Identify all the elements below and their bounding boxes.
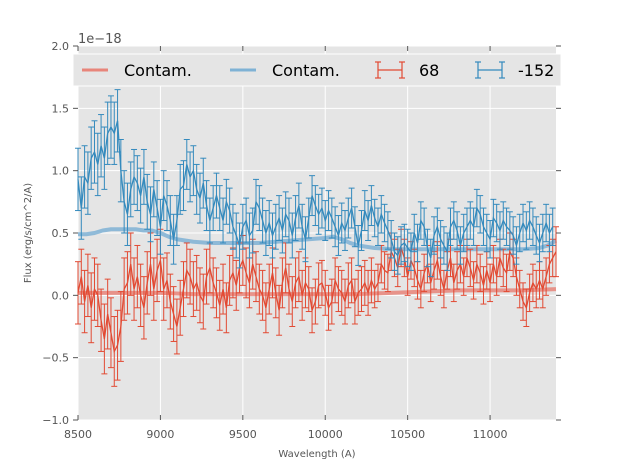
x-tick-label: 10000: [308, 428, 343, 441]
x-tick-label: 9500: [229, 428, 257, 441]
legend-label-contam-red: Contam.: [124, 61, 192, 80]
x-tick-label: 10500: [390, 428, 425, 441]
y-tick-label: 1.5: [52, 102, 70, 115]
x-tick-label: 8500: [64, 428, 92, 441]
legend: Contam. Contam. 68 -152: [72, 53, 562, 87]
legend-errorbar-icon-blue: [475, 61, 505, 79]
y-tick-label: −1.0: [42, 414, 69, 427]
y-tick-label: 1.0: [52, 165, 70, 178]
legend-label-contam-blue: Contam.: [272, 61, 340, 80]
errorbar-series--152: [75, 89, 556, 278]
y-tick-label: 0.0: [52, 289, 70, 302]
errorbar-series: [75, 89, 559, 387]
x-axis-label: Wavelength (A): [278, 449, 355, 460]
data-line--152: [77, 120, 554, 259]
data-line-68: [77, 247, 557, 354]
legend-label-minus152: -152: [518, 61, 554, 80]
y-tick-label: 0.5: [52, 227, 70, 240]
y-tick-label: 2.0: [52, 40, 70, 53]
legend-errorbar-icon-red: [375, 61, 405, 79]
y-axis-label: Flux (erg/s/cm^2/A): [23, 183, 34, 283]
y-axis-ticks: −1.0 −0.5 0.0 0.5 1.0 1.5 2.0: [42, 40, 561, 427]
y-offset-label: 1e−18: [78, 32, 122, 47]
legend-label-68: 68: [419, 61, 439, 80]
x-axis-ticks: 8500 9000 9500 10000 10500 11000: [64, 46, 508, 441]
errorbar-series-68: [75, 226, 559, 387]
x-tick-label: 11000: [473, 428, 508, 441]
x-tick-label: 9000: [146, 428, 174, 441]
y-tick-label: −0.5: [42, 352, 69, 365]
